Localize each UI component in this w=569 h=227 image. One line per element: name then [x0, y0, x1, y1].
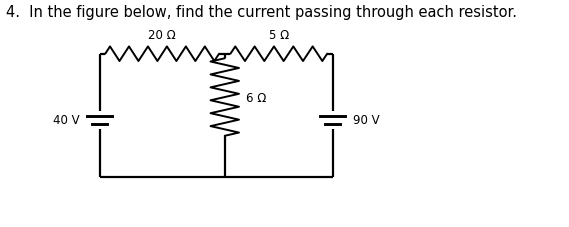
- Text: 40 V: 40 V: [53, 114, 80, 127]
- Text: 20 Ω: 20 Ω: [149, 29, 176, 42]
- Text: 6 Ω: 6 Ω: [246, 91, 267, 104]
- Text: 90 V: 90 V: [353, 114, 380, 127]
- Text: 5 Ω: 5 Ω: [269, 29, 289, 42]
- Text: 4.  In the figure below, find the current passing through each resistor.: 4. In the figure below, find the current…: [6, 5, 517, 20]
